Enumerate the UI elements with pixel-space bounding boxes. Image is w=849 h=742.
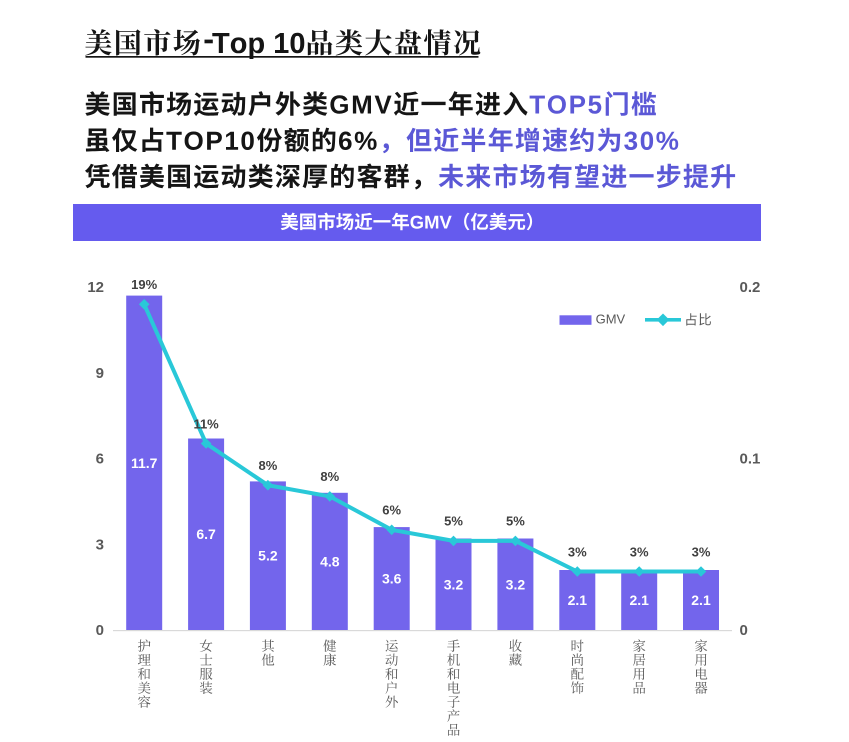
svg-text:12: 12 [87,279,104,296]
svg-text:3.2: 3.2 [506,576,526,592]
svg-text:11.7: 11.7 [131,455,158,471]
svg-text:5.2: 5.2 [258,548,278,564]
svg-text:0.2: 0.2 [740,279,761,296]
svg-text:6%: 6% [382,503,401,518]
svg-text:0: 0 [740,622,748,639]
svg-text:0.1: 0.1 [740,451,761,468]
svg-text:8%: 8% [259,458,278,473]
svg-text:3%: 3% [692,544,711,559]
svg-text:9: 9 [96,365,104,382]
svg-text:3%: 3% [568,544,587,559]
svg-text:3.2: 3.2 [444,576,464,592]
svg-text:19%: 19% [131,277,157,292]
svg-text:GMV: GMV [596,312,626,327]
svg-text:3.6: 3.6 [382,571,402,587]
svg-text:0: 0 [96,622,104,639]
svg-text:3: 3 [96,537,104,554]
svg-text:2.1: 2.1 [629,592,649,608]
svg-text:8%: 8% [320,469,339,484]
svg-text:3%: 3% [630,544,649,559]
svg-text:4.8: 4.8 [320,553,340,569]
svg-text:11%: 11% [193,416,219,431]
svg-text:6.7: 6.7 [196,526,216,542]
svg-text:5%: 5% [444,514,463,529]
svg-text:6: 6 [96,451,104,468]
svg-text:2.1: 2.1 [691,592,711,608]
svg-text:5%: 5% [506,514,525,529]
svg-text:2.1: 2.1 [568,592,588,608]
